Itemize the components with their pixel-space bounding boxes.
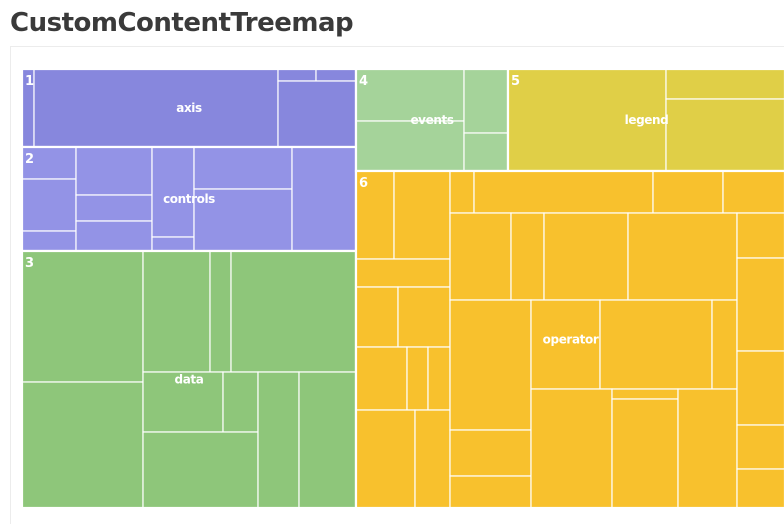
treemap-group-index: 2 bbox=[25, 152, 34, 167]
treemap-leaf[interactable] bbox=[736, 212, 784, 259]
treemap-leaf[interactable] bbox=[277, 80, 357, 148]
treemap-leaf[interactable] bbox=[355, 120, 465, 172]
treemap-leaf[interactable] bbox=[463, 68, 509, 134]
treemap-group-label: operator bbox=[543, 333, 599, 347]
treemap-chart-panel: 1 axis 2 controls 3 data 4 events 5 legend 6 operat… bbox=[10, 46, 784, 524]
treemap-leaf[interactable] bbox=[427, 346, 451, 411]
treemap-leaf[interactable] bbox=[543, 212, 629, 301]
treemap-leaf[interactable] bbox=[736, 350, 784, 426]
treemap-group-events[interactable]: 4 events bbox=[354, 67, 510, 173]
treemap-leaf[interactable] bbox=[142, 250, 211, 373]
treemap-leaf[interactable] bbox=[530, 299, 601, 390]
treemap-leaf[interactable] bbox=[21, 178, 77, 232]
treemap-group-index: 1 bbox=[25, 74, 34, 89]
treemap-leaf[interactable] bbox=[355, 346, 408, 411]
treemap-leaf[interactable] bbox=[291, 146, 357, 252]
treemap-leaf[interactable] bbox=[677, 388, 738, 509]
treemap-leaf[interactable] bbox=[33, 68, 279, 148]
treemap-leaf[interactable] bbox=[473, 170, 654, 214]
treemap-group-label: legend bbox=[625, 113, 669, 127]
treemap-leaf[interactable] bbox=[21, 230, 77, 252]
treemap-leaf[interactable] bbox=[193, 146, 293, 190]
treemap-leaf[interactable] bbox=[355, 409, 416, 509]
treemap-leaf[interactable] bbox=[151, 236, 195, 252]
treemap-leaf[interactable] bbox=[315, 68, 357, 82]
treemap-leaf[interactable] bbox=[722, 170, 784, 214]
treemap-leaf[interactable] bbox=[611, 398, 679, 509]
treemap-group-controls[interactable]: 2 controls bbox=[20, 145, 358, 253]
treemap-leaf[interactable] bbox=[611, 388, 679, 400]
treemap-leaf[interactable] bbox=[21, 381, 144, 509]
treemap-leaf[interactable] bbox=[209, 250, 232, 373]
treemap-leaf[interactable] bbox=[736, 424, 784, 470]
treemap-leaf[interactable] bbox=[222, 371, 259, 433]
treemap-leaf[interactable] bbox=[463, 132, 509, 172]
treemap-leaf[interactable] bbox=[142, 431, 259, 509]
treemap-leaf[interactable] bbox=[449, 170, 475, 214]
treemap-group-index: 3 bbox=[25, 256, 34, 271]
treemap-leaf[interactable] bbox=[193, 188, 293, 252]
treemap-leaf[interactable] bbox=[665, 68, 784, 100]
treemap-leaf[interactable] bbox=[298, 371, 357, 509]
treemap-leaf[interactable] bbox=[627, 212, 738, 301]
treemap-leaf[interactable] bbox=[510, 212, 545, 301]
treemap-group-index: 6 bbox=[359, 176, 368, 191]
treemap-leaf[interactable] bbox=[277, 68, 317, 82]
treemap-leaf[interactable] bbox=[21, 250, 144, 383]
page-title: CustomContentTreemap bbox=[10, 8, 354, 38]
treemap-group-label: data bbox=[175, 373, 204, 387]
treemap-leaf[interactable] bbox=[355, 68, 465, 122]
treemap-leaf[interactable] bbox=[75, 220, 153, 252]
treemap-leaf[interactable] bbox=[406, 346, 429, 411]
treemap-group-index: 4 bbox=[359, 74, 368, 89]
treemap-chart: 1 axis 2 controls 3 data 4 events 5 legend 6 operat… bbox=[20, 67, 784, 510]
treemap-leaf[interactable] bbox=[355, 258, 451, 288]
treemap-leaf[interactable] bbox=[75, 194, 153, 222]
treemap-leaf[interactable] bbox=[507, 68, 667, 172]
treemap-leaf[interactable] bbox=[736, 257, 784, 352]
treemap-leaf[interactable] bbox=[449, 429, 532, 477]
treemap-leaf[interactable] bbox=[393, 170, 451, 260]
treemap-leaf[interactable] bbox=[736, 468, 784, 509]
treemap-leaf[interactable] bbox=[711, 299, 738, 390]
treemap-leaf[interactable] bbox=[652, 170, 724, 214]
treemap-leaf[interactable] bbox=[75, 146, 153, 196]
treemap-group-axis[interactable]: 1 axis bbox=[20, 67, 358, 149]
treemap-leaf[interactable] bbox=[414, 409, 451, 509]
treemap-leaf[interactable] bbox=[449, 299, 532, 431]
treemap-group-data[interactable]: 3 data bbox=[20, 249, 358, 510]
treemap-group-operator[interactable]: 6 operator bbox=[354, 169, 784, 510]
treemap-leaf[interactable] bbox=[449, 475, 532, 509]
treemap-group-legend[interactable]: 5 legend bbox=[506, 67, 784, 173]
treemap-leaf[interactable] bbox=[599, 299, 713, 390]
treemap-leaf[interactable] bbox=[257, 371, 300, 509]
treemap-group-label: axis bbox=[176, 101, 202, 115]
treemap-leaf[interactable] bbox=[21, 146, 77, 180]
treemap-group-border bbox=[354, 169, 784, 510]
treemap-leaf[interactable] bbox=[449, 212, 512, 301]
treemap-group-index: 5 bbox=[511, 74, 520, 89]
treemap-leaf[interactable] bbox=[530, 388, 613, 509]
treemap-group-label: controls bbox=[163, 192, 215, 206]
treemap-leaf[interactable] bbox=[355, 286, 399, 348]
treemap-group-label: events bbox=[410, 113, 453, 127]
treemap-leaf[interactable] bbox=[230, 250, 357, 373]
treemap-leaf[interactable] bbox=[665, 98, 784, 172]
treemap-leaf[interactable] bbox=[397, 286, 451, 348]
